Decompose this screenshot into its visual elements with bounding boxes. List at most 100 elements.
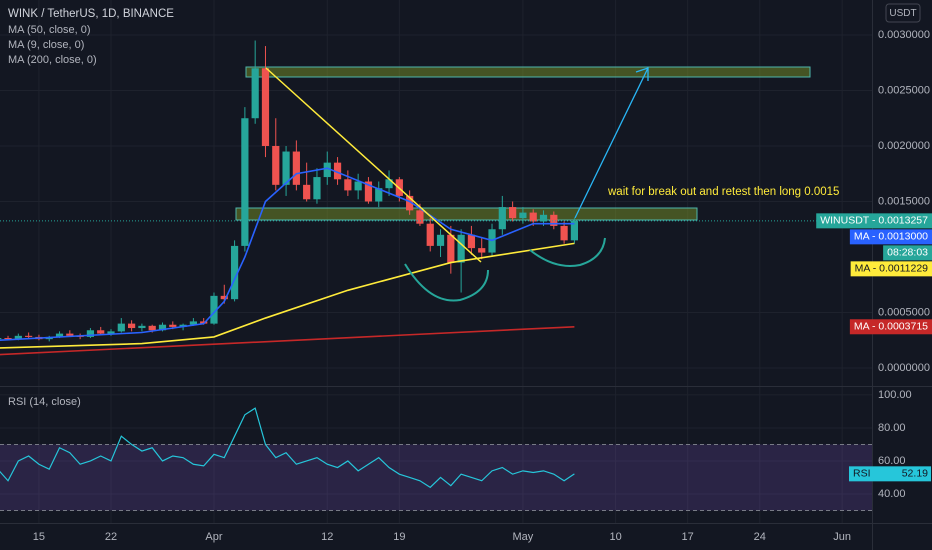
candle-body (364, 181, 373, 202)
candle-body (550, 214, 558, 226)
candle-body (230, 245, 239, 300)
axis-labels: 15 22 Apr 12 19 May 10 17 24 Jun 0.0000000 0.000500… (33, 29, 932, 543)
x-tick-label: 19 (393, 531, 405, 543)
price-label: 08:28:03 (887, 247, 928, 259)
plot (0, 40, 872, 489)
x-tick-label: 24 (754, 531, 766, 543)
y-tick-label: 40.00 (878, 488, 906, 500)
price-label-box (849, 229, 932, 245)
y-tick-label: 60.00 (878, 455, 906, 467)
candle-body (560, 225, 568, 241)
ma-line (0, 325, 575, 356)
x-tick-label: May (513, 531, 534, 543)
candle-body (375, 188, 383, 202)
candle-body (333, 162, 342, 180)
ma-line (0, 167, 575, 341)
y-tick-label: 100.00 (878, 389, 912, 401)
candle-body (426, 223, 434, 246)
candle-body (107, 331, 115, 334)
candle-body (519, 212, 527, 219)
candle-body (189, 321, 197, 325)
grid (0, 0, 872, 523)
candle-body (457, 234, 465, 263)
candle-body (447, 234, 455, 263)
pattern-arc (404, 263, 489, 302)
y-tick-label: 0.0015000 (878, 195, 930, 207)
price-label-box (849, 319, 932, 335)
candle-body (55, 333, 64, 337)
candle-body (117, 323, 125, 332)
currency-button[interactable] (885, 3, 921, 23)
annotation: wait for break out and retest then long … (607, 186, 839, 198)
candle-body (66, 333, 74, 336)
candle-body (127, 323, 136, 329)
candle-body (14, 335, 22, 340)
price-label-box (850, 261, 932, 277)
candle-body (169, 324, 177, 327)
candle-body (282, 151, 290, 185)
indicator-legend: MA (9, close, 0) (8, 39, 84, 51)
y-tick-label: 0.0000000 (878, 362, 930, 374)
candle-body (416, 210, 424, 224)
candle-body (220, 295, 228, 300)
x-tick-label: 12 (321, 531, 333, 543)
candle-body (354, 181, 362, 191)
indicator-legend: MA (200, close, 0) (8, 54, 97, 66)
x-tick-label: 22 (105, 531, 117, 543)
candle-body (313, 177, 321, 200)
x-tick-label: Apr (205, 531, 222, 543)
candle-body (478, 248, 486, 253)
y-tick-label: 0.0020000 (878, 140, 930, 152)
rsi-band-fill (0, 444, 872, 511)
rsi-title: RSI (14, close) (8, 396, 81, 408)
candle-body (570, 220, 579, 241)
target-arrow (574, 67, 649, 219)
price-label: WINUSDT - 0.0013257 (820, 215, 928, 227)
candle-body (4, 338, 12, 340)
resistance-zone (245, 66, 811, 78)
price-label-box (883, 245, 932, 261)
ma-line (0, 242, 575, 349)
candle-body (158, 324, 167, 331)
candle-body (148, 325, 156, 331)
y-tick-label: 0.0005000 (878, 306, 930, 318)
candle-body (210, 295, 218, 324)
price-label: MA - 0.0011229 (855, 263, 929, 275)
y-tick-label: 0.0025000 (878, 84, 930, 96)
candle-body (25, 335, 33, 337)
price-label: MA - 0.0013000 (854, 231, 928, 243)
rsi-value: 52.19 (902, 468, 928, 480)
x-tick-label: Jun (833, 531, 851, 543)
indicator-legend: MA (50, close, 0) (8, 24, 91, 36)
candle-body (138, 325, 146, 329)
rsi-name: RSI (853, 468, 871, 480)
trend-line (265, 67, 482, 263)
candle-body (97, 330, 105, 334)
rsi-line (0, 407, 575, 489)
candle-body (0, 338, 2, 340)
symbol-title: WINK / TetherUS, 1D, BINANCE (8, 8, 174, 20)
price-label-box (816, 213, 932, 229)
candle-body (292, 151, 300, 185)
candle-body (539, 214, 548, 222)
x-tick-label: 10 (609, 531, 621, 543)
candle-body (323, 162, 331, 178)
currency[interactable]: USDT (889, 8, 916, 19)
y-tick-label: 80.00 (878, 422, 906, 434)
candle-body (509, 207, 517, 219)
candle-body (406, 195, 414, 211)
candle-body (467, 234, 476, 249)
support-zone (235, 207, 698, 221)
y-tick-label: 0.0030000 (878, 29, 930, 41)
candle-body (385, 179, 393, 189)
x-tick-label: 15 (33, 531, 45, 543)
candle-body (241, 118, 249, 246)
candle-body (261, 68, 270, 146)
candle-body (529, 212, 537, 222)
candle-body (498, 207, 506, 230)
candle-body (272, 145, 280, 185)
price-label-box (849, 466, 931, 482)
candle-body (251, 68, 259, 119)
candle-body (86, 330, 95, 337)
